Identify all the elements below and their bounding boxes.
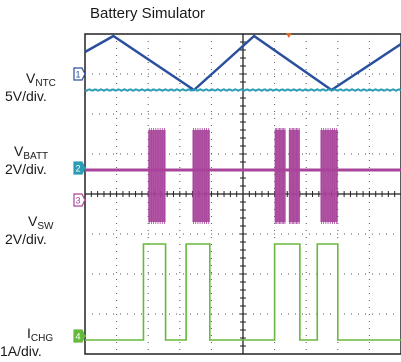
channel-2-marker-label: 2 bbox=[75, 164, 80, 174]
channel-1-name: VNTC bbox=[26, 70, 56, 92]
channel-4-name: ICHG bbox=[27, 325, 53, 347]
channel-2-name-sub: BATT bbox=[23, 151, 49, 162]
chart-title: Battery Simulator bbox=[90, 5, 206, 22]
channel-1-name-main: V bbox=[26, 70, 36, 86]
trace-vsw-burst bbox=[274, 130, 286, 222]
channel-2-name: VBATT bbox=[14, 143, 48, 165]
channel-2-name-main: V bbox=[14, 143, 24, 159]
channel-2-marker: 2 bbox=[73, 161, 86, 175]
channel-3-name-sub: SW bbox=[37, 221, 54, 232]
channel-1-marker-label: 1 bbox=[75, 70, 80, 80]
channel-2-scale: 2V/div. bbox=[5, 161, 47, 177]
channel-4-marker-label: 4 bbox=[75, 332, 80, 342]
channel-3-marker: 3 bbox=[73, 193, 86, 207]
channel-4-marker: 4 bbox=[73, 329, 86, 343]
channel-1-scale: 5V/div. bbox=[5, 88, 47, 104]
trace-vsw-burst bbox=[148, 130, 166, 222]
channel-3-marker-shape bbox=[73, 193, 86, 207]
trace-ichg bbox=[85, 243, 401, 341]
channel-3-name: VSW bbox=[28, 213, 53, 235]
trace-vsw-burst bbox=[192, 130, 210, 222]
trace-vbatt bbox=[84, 88, 401, 92]
channel-2-marker-shape bbox=[73, 161, 86, 175]
channel-3-name-main: V bbox=[28, 213, 38, 229]
channel-3-marker-label: 3 bbox=[75, 196, 80, 206]
channel-4-scale: 1A/div. bbox=[0, 343, 42, 359]
channel-4-marker-shape bbox=[73, 329, 86, 343]
trace-vsw-burst bbox=[320, 130, 338, 222]
channel-4-name-sub: CHG bbox=[30, 333, 54, 344]
channel-1-marker: 1 bbox=[73, 67, 86, 81]
trace-vntc bbox=[84, 34, 401, 92]
channel-1-marker-shape bbox=[73, 67, 86, 81]
channel-4-name-main: I bbox=[27, 325, 31, 341]
trace-vsw-burst bbox=[288, 130, 300, 222]
channel-3-scale: 2V/div. bbox=[5, 231, 47, 247]
trigger-marker bbox=[285, 33, 292, 38]
channel-1-name-sub: NTC bbox=[35, 78, 56, 89]
